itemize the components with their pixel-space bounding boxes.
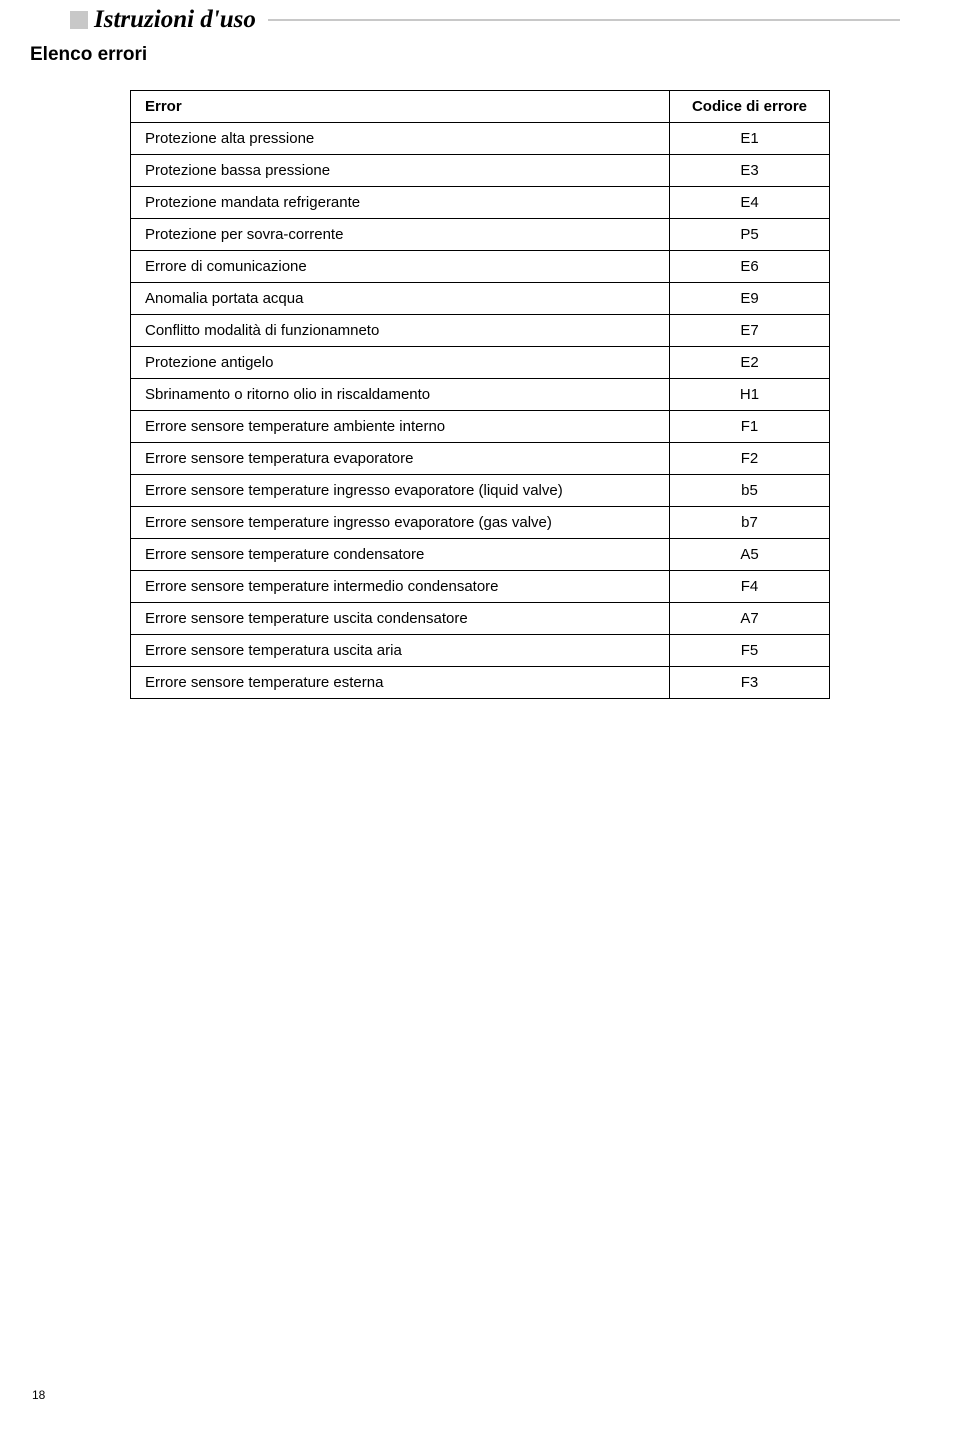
table-cell-error: Errore sensore temperature esterna — [131, 667, 670, 699]
table-cell-error: Protezione mandata refrigerante — [131, 187, 670, 219]
table-cell-code: F4 — [670, 571, 830, 603]
table-cell-code: A5 — [670, 539, 830, 571]
table-cell-error: Errore sensore temperatura uscita aria — [131, 635, 670, 667]
table-row: Errore sensore temperature esternaF3 — [131, 667, 830, 699]
table-cell-error: Protezione alta pressione — [131, 123, 670, 155]
error-table: Error Codice di errore Protezione alta p… — [130, 90, 830, 699]
table-cell-error: Protezione per sovra-corrente — [131, 219, 670, 251]
table-cell-error: Errore di comunicazione — [131, 251, 670, 283]
table-row: Errore sensore temperature ambiente inte… — [131, 411, 830, 443]
table-cell-error: Errore sensore temperature uscita conden… — [131, 603, 670, 635]
table-cell-code: b5 — [670, 475, 830, 507]
table-cell-code: E4 — [670, 187, 830, 219]
table-row: Errore sensore temperature condensatoreA… — [131, 539, 830, 571]
table-row: Protezione per sovra-correnteP5 — [131, 219, 830, 251]
table-cell-error: Conflitto modalità di funzionamneto — [131, 315, 670, 347]
section-divider — [268, 19, 900, 21]
table-row: Protezione alta pressioneE1 — [131, 123, 830, 155]
table-cell-code: F1 — [670, 411, 830, 443]
error-table-wrapper: Error Codice di errore Protezione alta p… — [130, 90, 900, 699]
table-row: Protezione bassa pressioneE3 — [131, 155, 830, 187]
section-marker-icon — [70, 11, 88, 29]
table-cell-code: H1 — [670, 379, 830, 411]
table-row: Errore sensore temperature uscita conden… — [131, 603, 830, 635]
table-row: Errore sensore temperature intermedio co… — [131, 571, 830, 603]
table-header-error: Error — [131, 91, 670, 123]
table-row: Protezione mandata refrigeranteE4 — [131, 187, 830, 219]
table-cell-error: Anomalia portata acqua — [131, 283, 670, 315]
table-cell-code: F3 — [670, 667, 830, 699]
table-row: Protezione antigeloE2 — [131, 347, 830, 379]
table-cell-code: E7 — [670, 315, 830, 347]
table-row: Errore sensore temperatura uscita ariaF5 — [131, 635, 830, 667]
table-cell-code: E2 — [670, 347, 830, 379]
table-cell-code: E3 — [670, 155, 830, 187]
table-cell-code: A7 — [670, 603, 830, 635]
sub-heading: Elenco errori — [30, 44, 900, 66]
table-cell-error: Protezione antigelo — [131, 347, 670, 379]
table-cell-error: Errore sensore temperature condensatore — [131, 539, 670, 571]
table-cell-error: Errore sensore temperature intermedio co… — [131, 571, 670, 603]
table-cell-error: Sbrinamento o ritorno olio in riscaldame… — [131, 379, 670, 411]
table-cell-code: P5 — [670, 219, 830, 251]
table-row: Errore sensore temperature ingresso evap… — [131, 475, 830, 507]
table-cell-error: Errore sensore temperature ambiente inte… — [131, 411, 670, 443]
table-row: Errore sensore temperature ingresso evap… — [131, 507, 830, 539]
table-cell-code: E6 — [670, 251, 830, 283]
table-header-row: Error Codice di errore — [131, 91, 830, 123]
table-cell-error: Errore sensore temperature ingresso evap… — [131, 507, 670, 539]
table-cell-code: E1 — [670, 123, 830, 155]
table-row: Errore di comunicazioneE6 — [131, 251, 830, 283]
table-header-code: Codice di errore — [670, 91, 830, 123]
table-cell-error: Protezione bassa pressione — [131, 155, 670, 187]
table-cell-error: Errore sensore temperatura evaporatore — [131, 443, 670, 475]
table-row: Anomalia portata acquaE9 — [131, 283, 830, 315]
table-cell-code: F2 — [670, 443, 830, 475]
table-cell-code: E9 — [670, 283, 830, 315]
table-cell-error: Errore sensore temperature ingresso evap… — [131, 475, 670, 507]
table-row: Sbrinamento o ritorno olio in riscaldame… — [131, 379, 830, 411]
table-cell-code: F5 — [670, 635, 830, 667]
section-header: Istruzioni d'uso — [70, 6, 900, 34]
table-cell-code: b7 — [670, 507, 830, 539]
table-row: Errore sensore temperatura evaporatoreF2 — [131, 443, 830, 475]
section-title: Istruzioni d'uso — [94, 6, 268, 34]
page-number: 18 — [32, 1388, 45, 1402]
table-row: Conflitto modalità di funzionamnetoE7 — [131, 315, 830, 347]
